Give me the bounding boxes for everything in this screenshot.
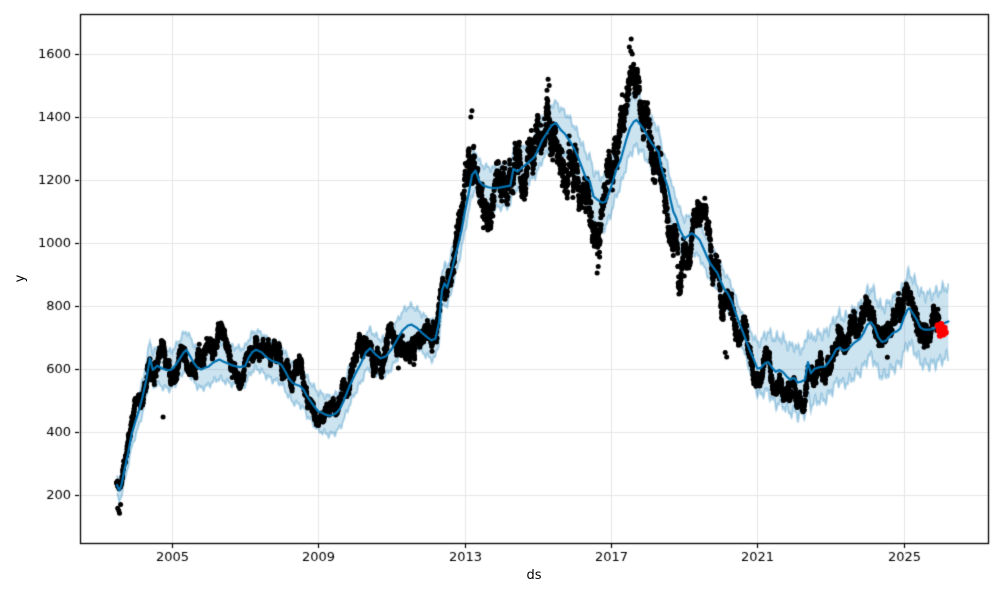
- y-axis-label: y: [13, 274, 28, 283]
- x-axis-label: ds: [526, 568, 542, 583]
